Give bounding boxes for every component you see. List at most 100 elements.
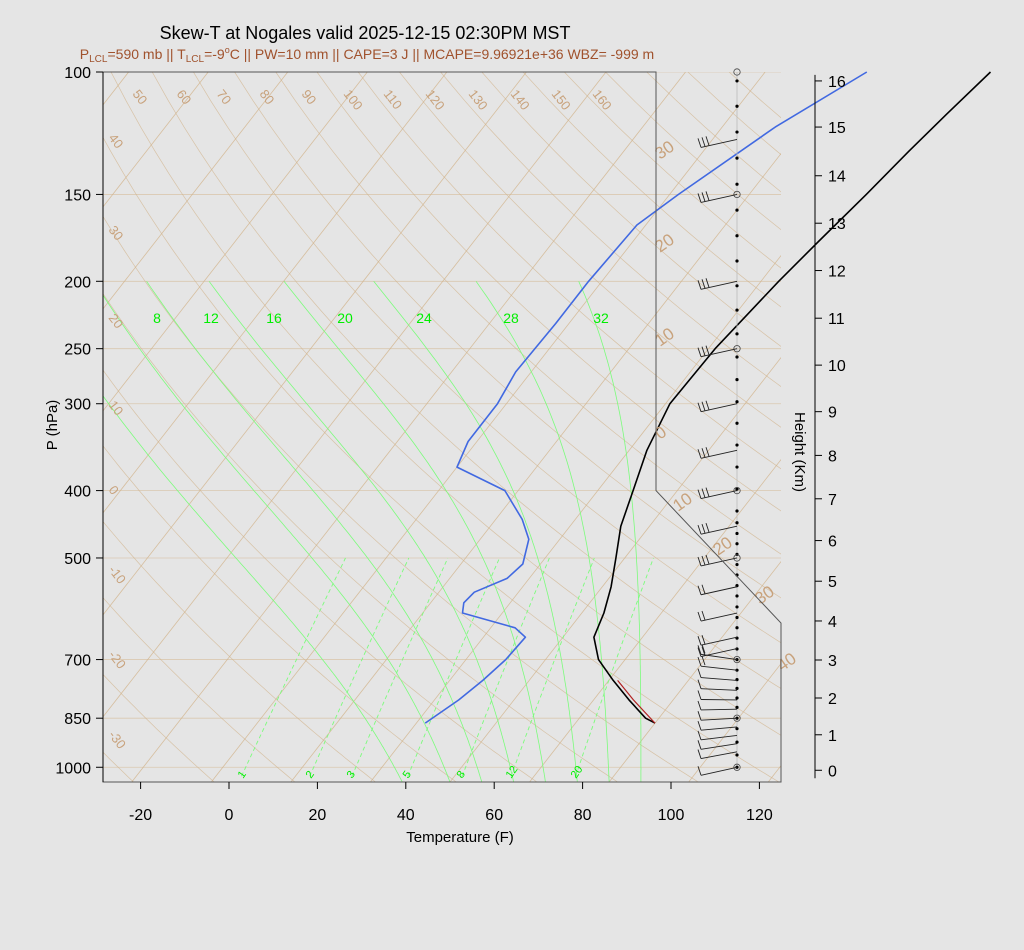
wind-barb	[700, 636, 738, 646]
wind-barb-feather	[705, 523, 710, 533]
moist-adiabat-label: 8	[153, 310, 161, 326]
dry-adiabat-line	[687, 72, 781, 156]
moist-adiabat-line	[373, 281, 578, 782]
height-dot	[735, 740, 739, 744]
mixing-ratio-label: 20	[569, 764, 586, 781]
plcl-prefix: P	[80, 46, 89, 62]
wind-barb-feather	[697, 585, 702, 595]
wind-barb-feather	[697, 645, 702, 655]
height-dot	[735, 657, 739, 662]
dry-adiabat-line	[275, 72, 781, 555]
temperature-line	[593, 71, 992, 724]
isotherm-label-top: 130	[466, 87, 491, 113]
isotherm-line	[290, 152, 781, 782]
p-tick-label: 100	[64, 65, 91, 82]
p-tick-label: 400	[64, 484, 91, 501]
dry-adiabat-line	[234, 72, 781, 599]
parcel-line	[617, 680, 656, 724]
wind-barb-feather	[705, 191, 710, 201]
isotherm-label-right: 10	[669, 489, 695, 515]
moist-adiabat-line	[283, 281, 546, 782]
wind-barb-feather	[697, 690, 702, 700]
wind-barb	[700, 751, 738, 760]
dry-adiabat-line	[103, 751, 134, 782]
height-tick-label: 2	[828, 691, 837, 708]
wind-barb-feather	[701, 488, 706, 498]
wind-barb	[700, 708, 738, 711]
wind-barb	[700, 688, 738, 691]
isotherm-line	[0, 72, 49, 782]
axes: -20 0 20 40 60 80 100 1201001502002503004005007…	[55, 65, 845, 824]
mixing-ratio-line	[510, 557, 595, 777]
moist-adiabat-label: 28	[503, 310, 519, 326]
wind-barb-feather	[697, 556, 702, 567]
dry-adiabat-line	[103, 293, 618, 782]
wind-barb-feather	[697, 657, 702, 667]
height-dot	[735, 234, 739, 238]
wind-barb	[700, 348, 738, 358]
wind-barb-feather	[697, 730, 702, 740]
height-dot	[735, 104, 739, 108]
height-dot	[735, 182, 739, 186]
tlcl-value: =-9	[204, 46, 225, 62]
x-axis-label: Temperature (F)	[406, 829, 514, 846]
plot-background	[0, 72, 781, 782]
wind-barb-feather	[697, 193, 702, 203]
wind-barb-feather	[697, 611, 702, 622]
height-tick-label: 9	[828, 405, 837, 422]
sounding-profiles	[424, 71, 992, 724]
dry-adiabat-line	[103, 445, 457, 782]
wind-barb-feather	[697, 749, 702, 759]
wind-barb	[700, 138, 738, 148]
x-tick-label: 40	[397, 807, 415, 824]
p-tick-label: 700	[64, 653, 91, 670]
x-tick-label: 60	[485, 807, 503, 824]
isotherm-line	[608, 560, 781, 782]
height-tick-label: 4	[828, 614, 837, 631]
wind-barb-feather	[697, 525, 702, 535]
level-circle	[733, 763, 741, 771]
wind-barb-feather	[701, 610, 706, 621]
mixing-ratio-line	[309, 557, 410, 777]
moist-adiabat-label: 32	[593, 310, 609, 326]
wind-barb	[700, 449, 738, 459]
height-dot	[735, 753, 739, 757]
height-tick-label: 10	[828, 358, 846, 375]
height-dot	[735, 443, 739, 447]
moist-adiabat-label: 20	[337, 310, 353, 326]
level-circle	[733, 486, 741, 495]
isotherm-label-top: 110	[381, 87, 406, 113]
mixing-ratio-line	[241, 557, 346, 777]
height-tick-label: 5	[828, 574, 837, 591]
isotherm-label-top: 60	[174, 87, 195, 108]
chart-subtitle: PLCL=590 mb || TLCL=-9oC || PW=10 mm || …	[80, 45, 654, 65]
height-tick-label: 7	[828, 492, 837, 509]
height-dot	[735, 156, 739, 160]
height-dot	[735, 705, 739, 709]
wind-barb-feather	[701, 448, 706, 458]
wind-barb-feather	[701, 346, 706, 356]
wind-barb	[700, 766, 738, 776]
dry-adiabat-line	[110, 72, 781, 736]
height-dot	[735, 465, 739, 469]
wind-barb	[700, 557, 738, 567]
isotherm-label-left: -20	[106, 648, 129, 672]
p-tick-label: 250	[64, 342, 91, 359]
isotherm-label-right: 20	[709, 533, 735, 559]
wind-barb-feather	[697, 138, 702, 148]
wind-barb	[700, 612, 738, 622]
moist-adiabat-label: 24	[416, 310, 432, 326]
wind-barb-feather	[701, 584, 706, 594]
level-circle	[733, 655, 741, 664]
isotherm-label-right: 40	[773, 649, 799, 675]
height-dot	[735, 605, 739, 609]
height-tick-label: 11	[828, 311, 845, 328]
mixing-ratio-line	[351, 557, 449, 777]
height-dot	[735, 487, 739, 491]
height-dot	[735, 284, 739, 288]
height-dot	[735, 552, 739, 556]
wind-barb-feather	[697, 711, 702, 721]
level-circle	[733, 345, 741, 353]
height-dot	[735, 542, 739, 546]
isotherm-label-top: 120	[423, 87, 448, 113]
